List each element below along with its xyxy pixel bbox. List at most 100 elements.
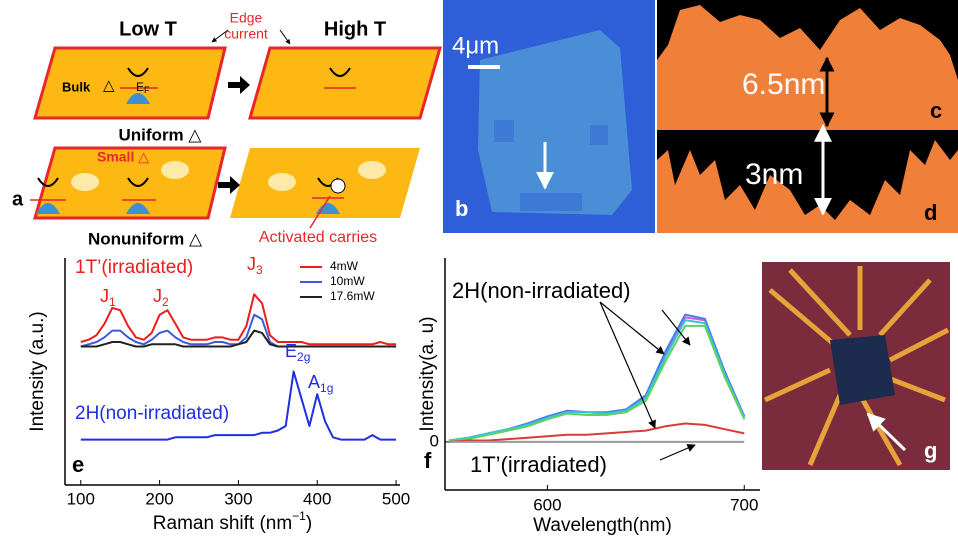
peak-label: J2: [153, 286, 169, 309]
series-line: [80, 313, 397, 348]
profile-area: [657, 5, 958, 130]
series-line: [448, 316, 746, 442]
pointer: [309, 195, 331, 229]
peak-label: J1: [100, 286, 116, 309]
x-tick-label: 500: [382, 489, 410, 508]
panel-label: d: [924, 200, 937, 225]
label: Bulk: [62, 79, 91, 94]
x-axis-label-sup: −1: [292, 509, 306, 523]
sample-plate: [33, 46, 227, 120]
peak-label-sub: 2: [162, 295, 169, 309]
puddle: [71, 173, 99, 191]
x-axis-label-part: Raman shift (nm: [153, 513, 292, 534]
legend-label: 10mW: [330, 274, 365, 288]
panel-label: f: [424, 448, 432, 473]
flake: [478, 30, 632, 215]
pointer: [279, 29, 291, 45]
scale-label: 4μm: [452, 32, 499, 59]
peak-label-base: E: [285, 341, 297, 361]
puddle: [268, 173, 296, 191]
height-label: 3nm: [745, 158, 803, 191]
label: Uniform △: [119, 125, 203, 144]
peak-label: E2g: [285, 341, 310, 364]
puddle: [161, 161, 189, 179]
peak-label: J3: [247, 254, 263, 277]
peak-label-base: A: [308, 372, 320, 392]
annotation: 2H(non-irradiated): [452, 278, 631, 303]
panel-label: b: [455, 196, 468, 221]
arrow: [218, 176, 240, 194]
arrow: [866, 412, 907, 452]
panel-label: e: [72, 452, 84, 477]
label: Activated carries: [259, 229, 377, 246]
panel-b: 4μm b: [443, 0, 655, 233]
label: Low T: [119, 18, 177, 40]
peak-label-sub: 3: [256, 263, 263, 277]
legend-label: 4mW: [330, 259, 359, 273]
annotation: 1T’(irradiated): [470, 452, 607, 477]
x-axis-label: Wavelength(nm): [533, 515, 672, 536]
arrow: [228, 76, 250, 94]
series-line: [448, 313, 746, 442]
series-line: [448, 324, 746, 442]
label: F: [144, 85, 150, 95]
label: E: [136, 80, 144, 94]
arrow: [599, 301, 656, 429]
arrow: [659, 444, 696, 461]
puddle: [358, 161, 386, 179]
flake-hole: [520, 193, 582, 211]
carrier: [330, 178, 346, 194]
series-line: [448, 319, 746, 442]
valence-bands: [36, 93, 340, 214]
profile-area: [657, 140, 958, 233]
sample-plate: [248, 46, 442, 120]
annotation: 2H(non-irradiated): [75, 403, 229, 424]
peak-label-base: J: [153, 286, 162, 306]
x-tick-label: 600: [533, 495, 561, 514]
panel-c: 6.5nm c: [657, 0, 958, 130]
peak-label-sub: 1g: [320, 381, 333, 395]
panel-label: c: [930, 98, 942, 123]
label: current: [224, 26, 268, 42]
panel-a: Low T High T Edge current Bulk △ EF Unif…: [12, 10, 442, 248]
x-tick-label: 400: [303, 489, 331, 508]
label: △: [103, 77, 115, 94]
panel-label: g: [924, 438, 937, 463]
y-axis-label: Intensity(a. u): [417, 316, 438, 431]
label: Small △: [97, 149, 149, 165]
x-axis-label: Raman shift (nm−1): [153, 509, 312, 534]
label: Nonuniform △: [88, 229, 203, 248]
x-tick-label: 700: [730, 495, 758, 514]
arrow: [599, 301, 665, 355]
annotation: 1T’(irradiated): [75, 257, 193, 278]
peak-label-base: J: [247, 254, 256, 274]
label: Edge: [230, 10, 263, 26]
legend-label: 17.6mW: [330, 289, 375, 303]
panel-g: g: [762, 262, 950, 470]
y-tick-label: 0: [430, 431, 439, 450]
peak-label-sub: 1: [109, 295, 116, 309]
series-line: [448, 422, 745, 443]
peak-label: A1g: [308, 372, 333, 395]
y-axis-label: Intensity (a.u.): [27, 311, 48, 431]
label: EF: [136, 80, 150, 95]
x-tick-label: 300: [224, 489, 252, 508]
series-line: [80, 370, 397, 441]
panel-d: 3nm d: [657, 123, 958, 233]
x-axis-label-part: ): [306, 513, 312, 534]
series-line: [80, 293, 397, 346]
height-label: 6.5nm: [742, 68, 825, 101]
peak-label-sub: 2g: [297, 350, 310, 364]
peak-label-base: J: [100, 286, 109, 306]
arrow: [661, 309, 691, 346]
flake: [830, 335, 895, 405]
panel-label: a: [12, 188, 24, 210]
series-line: [80, 329, 397, 348]
x-tick-label: 100: [67, 489, 95, 508]
pointer: [211, 29, 229, 43]
x-tick-label: 200: [145, 489, 173, 508]
